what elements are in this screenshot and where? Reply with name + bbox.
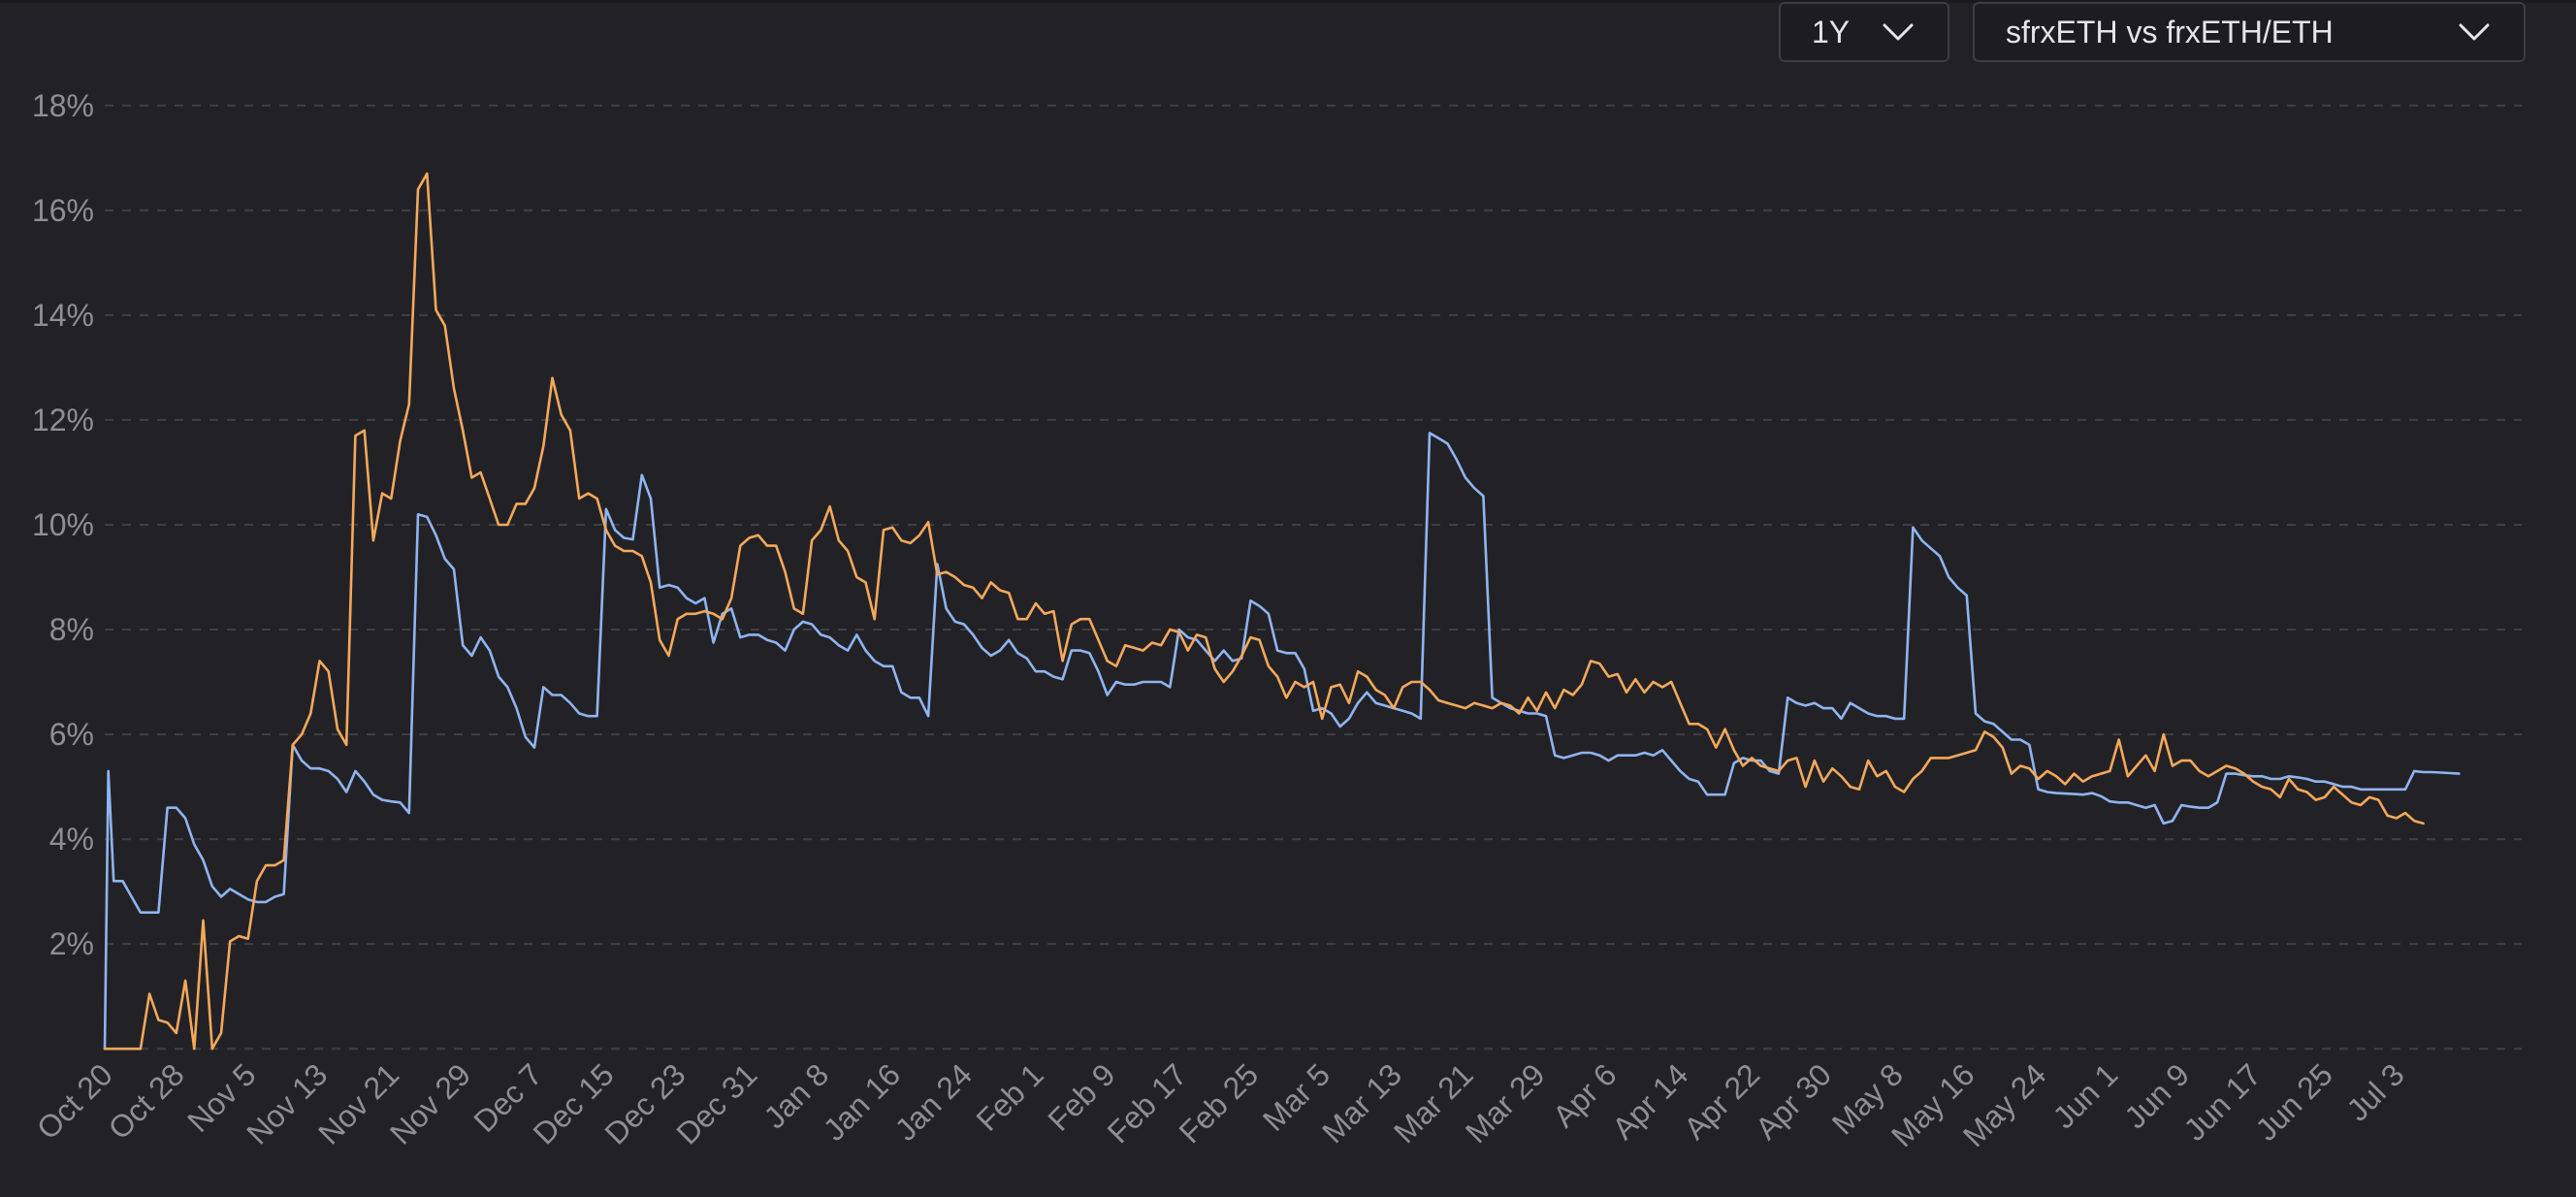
series-line (103, 432, 2461, 1051)
x-tick-label: Nov 29 (383, 1056, 477, 1150)
y-tick-label: 18% (32, 88, 94, 123)
x-tick-label: Apr 30 (1749, 1056, 1838, 1146)
chevron-down-icon (1883, 23, 1914, 41)
time-range-label: 1Y (1812, 14, 1851, 49)
x-tick-label: Jan 16 (817, 1056, 907, 1147)
x-tick-label: Jul 3 (2339, 1056, 2410, 1127)
series-line (103, 172, 2425, 1051)
y-tick-label: 10% (32, 507, 94, 542)
y-tick-label: 8% (49, 612, 94, 647)
x-tick-label: Dec 23 (597, 1056, 692, 1150)
x-tick-label: Dec 15 (527, 1056, 621, 1150)
x-tick-label: Nov 21 (311, 1056, 405, 1150)
y-axis-ticks: 2% 4% 6% 8% 10% 12% 14% 16% 18% (32, 88, 94, 961)
series-lines (103, 172, 2461, 1051)
y-tick-label: 4% (49, 822, 94, 857)
x-tick-label: Apr 14 (1605, 1056, 1694, 1146)
grid-lines (105, 104, 2522, 1051)
x-tick-label: Mar 13 (1315, 1056, 1408, 1149)
top-border (0, 0, 2576, 3)
chevron-down-icon (2459, 23, 2490, 41)
comparison-dropdown[interactable]: sfrxETH vs frxETH/ETH (1973, 2, 2526, 62)
y-tick-label: 6% (49, 717, 94, 752)
x-tick-label: Oct 20 (30, 1056, 119, 1146)
x-tick-label: Feb 1 (970, 1056, 1050, 1137)
x-tick-label: Mar 29 (1459, 1056, 1552, 1149)
time-range-dropdown[interactable]: 1Y (1779, 2, 1949, 62)
y-tick-label: 16% (32, 193, 94, 228)
x-tick-label: Mar 21 (1387, 1056, 1480, 1149)
y-tick-label: 14% (32, 298, 94, 333)
x-tick-label: Oct 28 (102, 1056, 191, 1146)
x-tick-label: Nov 13 (240, 1056, 334, 1150)
x-tick-label: Jun 17 (2177, 1056, 2268, 1147)
x-tick-label: Jan 24 (888, 1056, 979, 1147)
x-tick-label: Feb 17 (1101, 1056, 1194, 1149)
y-tick-label: 2% (49, 926, 94, 961)
y-tick-label: 12% (32, 403, 94, 437)
x-tick-label: Jun 1 (2046, 1056, 2125, 1135)
x-tick-label: Apr 22 (1677, 1056, 1766, 1146)
comparison-label: sfrxETH vs frxETH/ETH (2006, 14, 2334, 49)
x-tick-label: Feb 25 (1172, 1056, 1265, 1149)
x-tick-label: Dec 31 (669, 1056, 763, 1150)
x-tick-label: Jun 25 (2249, 1056, 2339, 1147)
